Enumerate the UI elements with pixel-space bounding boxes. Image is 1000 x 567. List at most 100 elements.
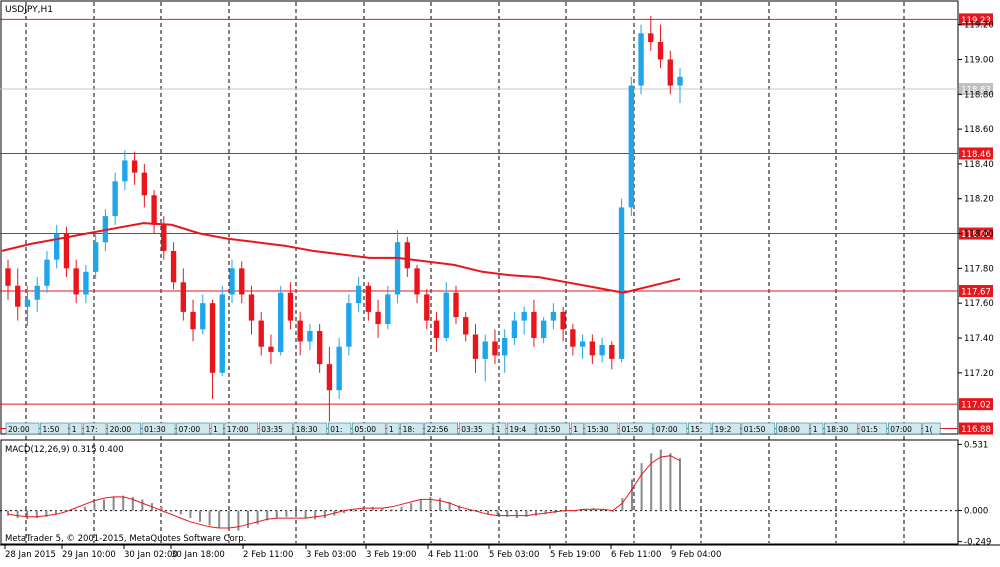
- event-marker[interactable]: [858, 422, 888, 435]
- candle-body: [394, 242, 401, 295]
- event-marker-label: 15:30: [587, 425, 609, 434]
- event-marker[interactable]: [5, 422, 40, 435]
- macd-histogram-bar: [141, 499, 144, 511]
- price-tick-label: 118.60: [964, 125, 994, 135]
- event-marker[interactable]: [824, 422, 858, 435]
- event-marker[interactable]: [141, 422, 176, 435]
- macd-histogram-bar: [160, 506, 163, 511]
- macd-histogram-bar: [458, 505, 461, 511]
- price-level-label-bg: [959, 13, 993, 26]
- macd-histogram-bar: [602, 509, 605, 511]
- event-marker[interactable]: [584, 422, 619, 435]
- candle-body: [54, 233, 60, 260]
- candle-body: [5, 268, 11, 286]
- candle-body: [34, 285, 40, 300]
- event-marker[interactable]: [688, 422, 712, 435]
- candle-body: [131, 160, 138, 173]
- candle-body: [511, 320, 518, 338]
- event-marker[interactable]: [424, 422, 459, 435]
- candle-body: [657, 42, 664, 60]
- macd-histogram-bar: [26, 510, 29, 520]
- macd-histogram-bar: [679, 458, 681, 511]
- event-marker[interactable]: [293, 422, 328, 435]
- time-tick-label: 5 Feb 19:00: [550, 550, 600, 560]
- event-marker[interactable]: [352, 422, 386, 435]
- macd-histogram-bar: [439, 498, 441, 511]
- event-marker[interactable]: [400, 422, 424, 435]
- event-marker[interactable]: [507, 422, 536, 435]
- event-marker[interactable]: [107, 422, 141, 435]
- candle-body: [268, 346, 274, 352]
- event-marker[interactable]: [741, 422, 776, 435]
- candle-body: [200, 303, 206, 330]
- candle-body: [355, 285, 362, 304]
- event-marker-label: 03:35: [461, 425, 483, 434]
- macd-histogram-bar: [199, 510, 201, 522]
- candle-body: [648, 33, 654, 43]
- event-marker[interactable]: [570, 422, 584, 435]
- candle-body: [502, 337, 508, 356]
- event-marker-label: 18:30: [296, 425, 318, 434]
- bid-price-label: 118.83: [961, 86, 991, 96]
- event-marker-label: 01:: [330, 425, 342, 434]
- candle-body: [463, 317, 469, 335]
- price-tick-label: 118.40: [964, 160, 994, 170]
- macd-histogram-bar: [16, 510, 19, 519]
- candle-body: [609, 344, 615, 359]
- event-marker-label: 01:50: [621, 425, 643, 434]
- event-marker-label: 22:56: [427, 425, 449, 434]
- macd-tick-label: 0.531: [964, 440, 988, 450]
- event-marker[interactable]: [327, 422, 352, 435]
- candle-body: [424, 294, 430, 321]
- event-marker[interactable]: [176, 422, 210, 435]
- macd-histogram-bar: [237, 510, 240, 531]
- event-marker[interactable]: [536, 422, 571, 435]
- moving-average-line: [1, 222, 681, 294]
- event-marker-label: 07:00: [890, 425, 912, 434]
- event-marker-label: 17:00: [227, 425, 249, 434]
- candle-body: [15, 285, 21, 307]
- macd-histogram-bar: [285, 510, 288, 517]
- candle-body: [307, 331, 313, 342]
- event-marker[interactable]: [386, 422, 400, 435]
- event-marker[interactable]: [258, 422, 293, 435]
- candle-body: [628, 85, 634, 208]
- candle-body: [638, 33, 644, 86]
- macd-histogram-bar: [208, 510, 211, 526]
- event-marker[interactable]: [69, 422, 83, 435]
- candle-body: [540, 320, 547, 338]
- event-marker[interactable]: [83, 422, 107, 435]
- macd-histogram-bar: [112, 496, 115, 511]
- macd-histogram-bar: [323, 510, 326, 519]
- event-marker[interactable]: [619, 422, 653, 435]
- price-level-label: 118.00: [961, 230, 991, 240]
- macd-histogram-bar: [295, 510, 297, 517]
- event-marker[interactable]: [224, 422, 259, 435]
- price-tick-label: 117.20: [964, 369, 994, 379]
- event-marker[interactable]: [210, 422, 224, 435]
- event-marker[interactable]: [887, 422, 922, 435]
- time-tick-label: 28 Jan 2015: [5, 550, 56, 560]
- macd-histogram-bar: [544, 510, 547, 515]
- candle-body: [326, 364, 333, 391]
- macd-histogram-bar: [419, 499, 422, 511]
- event-marker-label: 1: [389, 425, 394, 434]
- event-marker[interactable]: [712, 422, 741, 435]
- event-marker-label: 1: [496, 425, 501, 434]
- macd-histogram-bar: [343, 510, 345, 514]
- price-tick-label: 117.40: [964, 334, 994, 344]
- event-marker[interactable]: [922, 422, 941, 435]
- event-marker[interactable]: [493, 422, 507, 435]
- macd-histogram-bar: [477, 510, 480, 512]
- candle-body: [73, 268, 79, 295]
- event-marker[interactable]: [775, 422, 810, 435]
- event-marker[interactable]: [810, 422, 824, 435]
- event-marker[interactable]: [653, 422, 688, 435]
- candle-body: [599, 344, 605, 356]
- event-marker[interactable]: [40, 422, 69, 435]
- macd-histogram-bar: [583, 509, 585, 511]
- price-level-label-bg: [959, 422, 993, 435]
- event-marker[interactable]: [458, 422, 493, 435]
